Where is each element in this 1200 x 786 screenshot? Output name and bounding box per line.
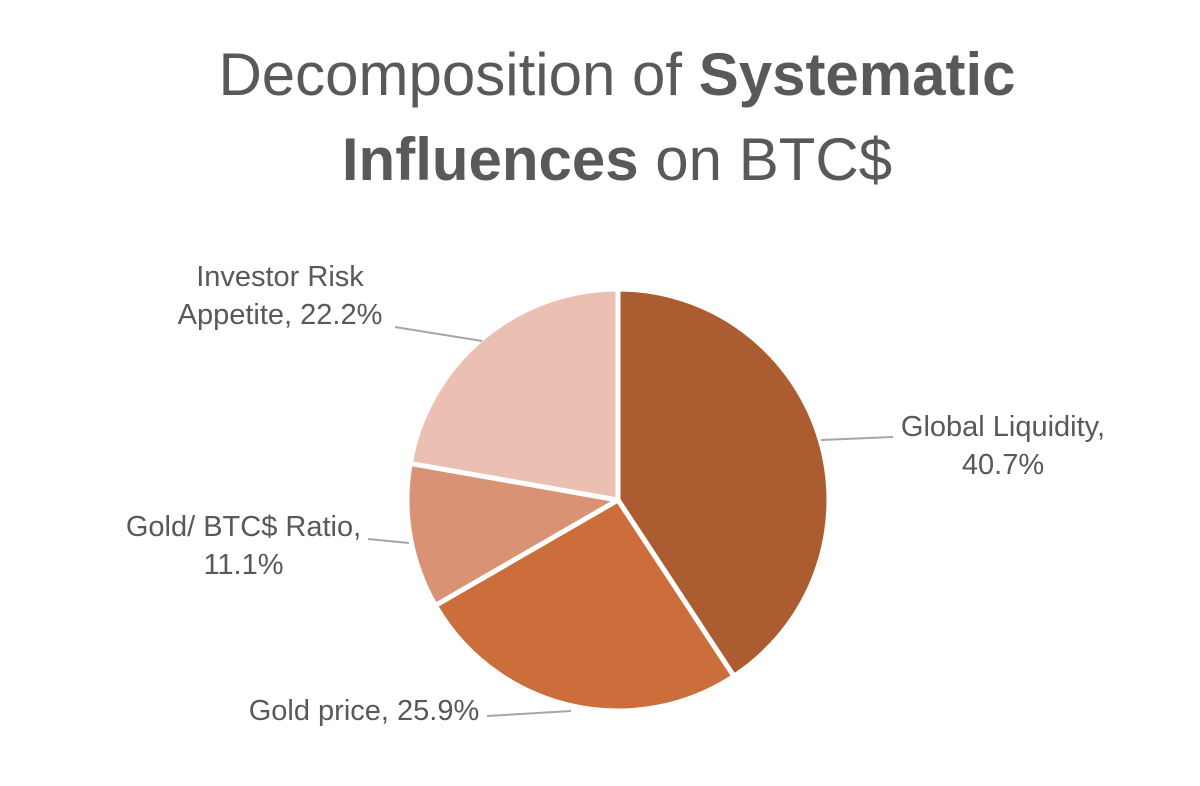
leader-line-global-liquidity xyxy=(820,436,894,441)
leader-line-investor-risk-appetite xyxy=(394,326,483,342)
pie-slice-investor-risk-appetite xyxy=(407,286,621,503)
pie-slice-gold-price xyxy=(432,497,737,714)
chart-title-line-1: Decomposition of Systematic xyxy=(34,32,1200,117)
title-text-bold-1: Systematic xyxy=(698,41,1016,108)
chart-title: Decomposition of Systematic Influences o… xyxy=(0,32,1200,202)
leader-line-gold-btc-ratio xyxy=(367,538,410,544)
pie-slice-gold-btc-ratio xyxy=(404,460,621,608)
slice-label-global-liquidity: Global Liquidity, 40.7% xyxy=(900,411,1106,481)
slice-label-gold-price: Gold price, 25.9% xyxy=(248,695,480,727)
leader-line-gold-price xyxy=(486,710,572,717)
title-text-normal-2: on BTC$ xyxy=(638,126,893,193)
slice-label-investor-risk-appetite: Investor Risk Appetite, 22.2% xyxy=(177,261,383,331)
title-text-normal-1: Decomposition of xyxy=(218,41,699,108)
chart-title-line-2: Influences on BTC$ xyxy=(34,117,1200,202)
slice-label-gold-btc-ratio: Gold/ BTC$ Ratio, 11.1% xyxy=(125,511,362,581)
title-text-bold-2: Influences xyxy=(341,126,639,193)
